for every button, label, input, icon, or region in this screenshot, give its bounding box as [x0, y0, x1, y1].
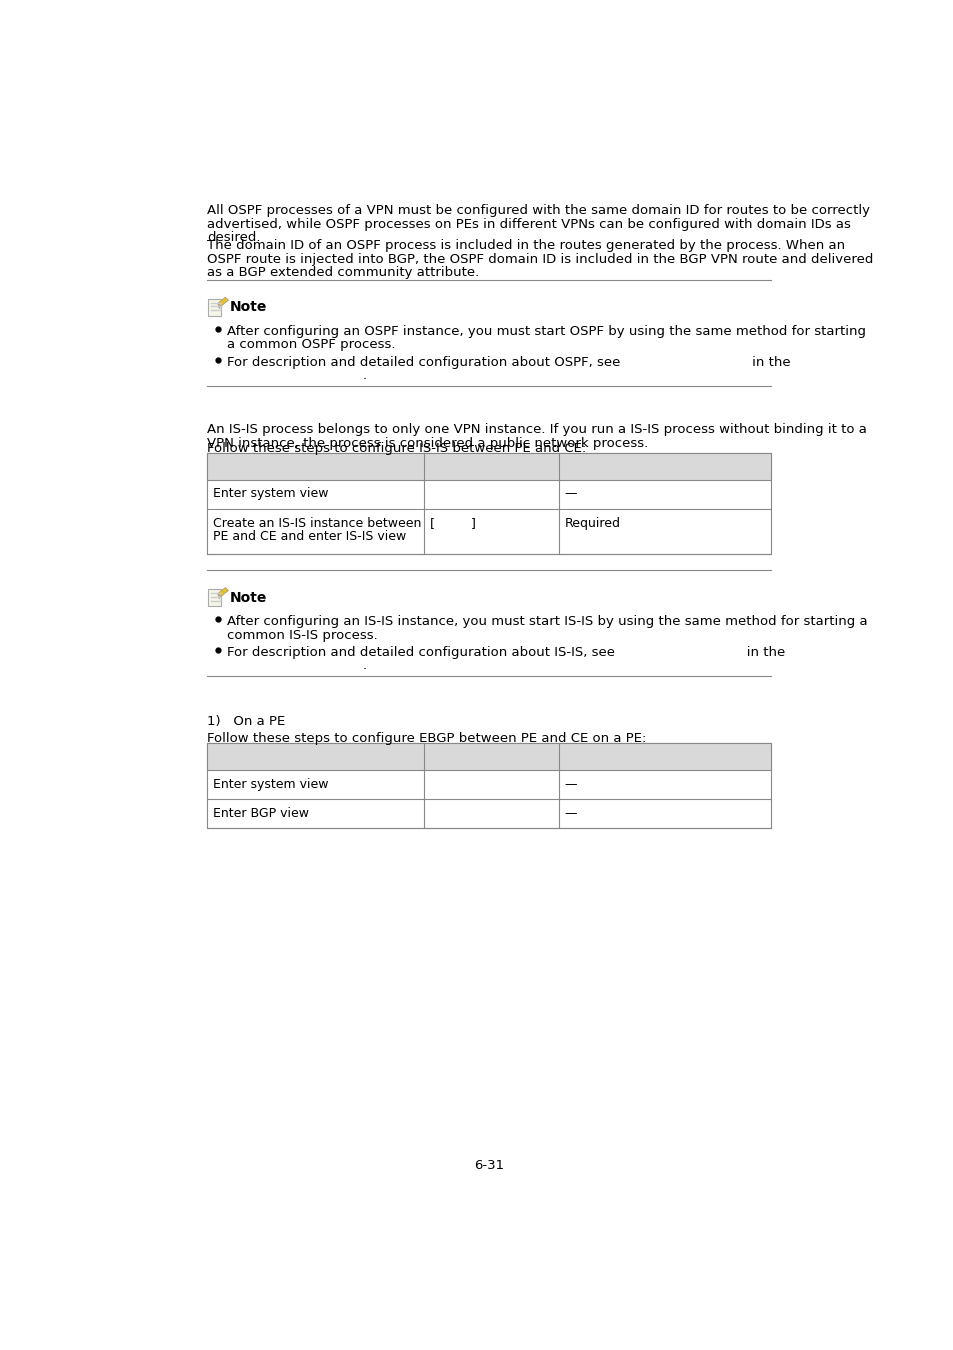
Text: as a BGP extended community attribute.: as a BGP extended community attribute.	[207, 266, 478, 279]
Bar	[207, 743, 770, 770]
Text: Follow these steps to configure IS-IS between PE and CE:: Follow these steps to configure IS-IS be…	[207, 441, 585, 455]
Text: OSPF route is injected into BGP, the OSPF domain ID is included in the BGP VPN r: OSPF route is injected into BGP, the OSP…	[207, 252, 872, 266]
Text: An IS-IS process belongs to only one VPN instance. If you run a IS-IS process wi: An IS-IS process belongs to only one VPN…	[207, 423, 865, 436]
Text: The domain ID of an OSPF process is included in the routes generated by the proc: The domain ID of an OSPF process is incl…	[207, 239, 844, 252]
Text: VPN instance, the process is considered a public network process.: VPN instance, the process is considered …	[207, 436, 647, 450]
Text: Follow these steps to configure EBGP between PE and CE on a PE:: Follow these steps to configure EBGP bet…	[207, 732, 645, 745]
Text: PE and CE and enter IS-IS view: PE and CE and enter IS-IS view	[213, 531, 406, 543]
Text: —: —	[564, 487, 577, 501]
Text: [         ]: [ ]	[430, 517, 476, 529]
Text: For description and detailed configuration about IS-IS, see                     : For description and detailed configurati…	[227, 645, 784, 659]
Text: For description and detailed configuration about OSPF, see                      : For description and detailed configurati…	[227, 355, 790, 369]
Text: Enter system view: Enter system view	[213, 778, 328, 791]
Text: After configuring an OSPF instance, you must start OSPF by using the same method: After configuring an OSPF instance, you …	[227, 325, 865, 338]
Text: Create an IS-IS instance between: Create an IS-IS instance between	[213, 517, 421, 529]
Text: common IS-IS process.: common IS-IS process.	[227, 629, 377, 641]
Text: Note: Note	[230, 590, 267, 605]
Text: advertised, while OSPF processes on PEs in different VPNs can be configured with: advertised, while OSPF processes on PEs …	[207, 217, 850, 231]
Text: 1)   On a PE: 1) On a PE	[207, 716, 285, 728]
Text: —: —	[564, 778, 577, 791]
Text: Enter BGP view: Enter BGP view	[213, 807, 309, 819]
Polygon shape	[217, 587, 229, 597]
Text: .: .	[362, 369, 366, 382]
Text: Required: Required	[564, 517, 620, 529]
Bar	[207, 452, 770, 554]
Text: Enter system view: Enter system view	[213, 487, 328, 501]
Text: .: .	[362, 659, 366, 672]
Text: All OSPF processes of a VPN must be configured with the same domain ID for route: All OSPF processes of a VPN must be conf…	[207, 204, 869, 217]
Polygon shape	[217, 304, 220, 309]
Text: desired.: desired.	[207, 231, 260, 244]
Text: Note: Note	[230, 300, 267, 315]
FancyBboxPatch shape	[208, 298, 221, 316]
Polygon shape	[217, 594, 220, 599]
Bar	[207, 743, 770, 829]
Text: —: —	[564, 807, 577, 819]
Text: After configuring an IS-IS instance, you must start IS-IS by using the same meth: After configuring an IS-IS instance, you…	[227, 616, 866, 628]
Text: a common OSPF process.: a common OSPF process.	[227, 339, 395, 351]
Text: 6-31: 6-31	[474, 1160, 503, 1172]
Bar	[207, 452, 770, 479]
Polygon shape	[217, 297, 229, 306]
FancyBboxPatch shape	[208, 589, 221, 606]
